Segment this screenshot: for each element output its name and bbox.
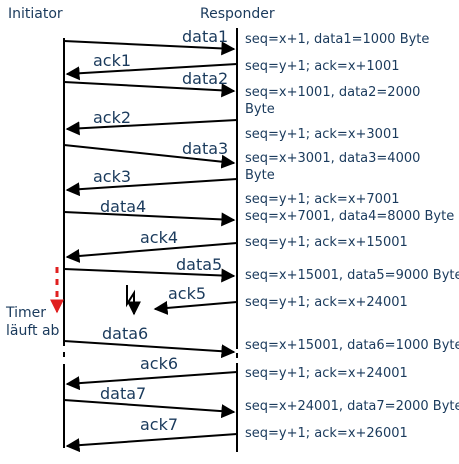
- label-data7: data7: [100, 384, 147, 403]
- arrow-ack1: [65, 63, 238, 81]
- label-ack6: ack6: [140, 354, 179, 373]
- note-data3: seq=x+3001, data3=4000: [245, 151, 421, 166]
- note-data5: seq=x+15001, data5=9000 Byte: [245, 268, 459, 283]
- timer-label-line2: läuft ab: [6, 323, 60, 339]
- arrow-data3: [63, 144, 236, 169]
- arrow-data2: [63, 81, 236, 98]
- label-ack1: ack1: [93, 51, 132, 70]
- arrow-data4: [63, 211, 236, 227]
- note-ack1: seq=y+1; ack=x+1001: [245, 59, 400, 74]
- note-ack6: seq=y+1; ack=x+24001: [245, 366, 408, 381]
- note-data7: seq=x+24001, data7=2000 Byte: [245, 399, 459, 414]
- note-ack2: seq=y+1; ack=x+3001: [245, 127, 400, 142]
- arrow-ack4: [65, 242, 238, 263]
- label-data2: data2: [182, 69, 229, 88]
- label-data4: data4: [100, 197, 147, 216]
- initiator-label: Initiator: [8, 6, 63, 22]
- label-ack7: ack7: [140, 415, 179, 434]
- responder-label: Responder: [200, 6, 275, 22]
- note-data2: seq=x+1001, data2=2000: [245, 85, 421, 100]
- arrow-ack3: [65, 178, 238, 197]
- label-data6: data6: [102, 324, 149, 343]
- note-data4: seq=x+7001, data4=8000 Byte: [245, 209, 455, 224]
- arrow-data5: [63, 268, 236, 283]
- label-data5: data5: [176, 255, 223, 274]
- label-ack5: ack5: [168, 284, 207, 303]
- arrow-data7: [63, 399, 236, 419]
- arrow-ack7: [65, 433, 238, 453]
- note-data1: seq=x+1, data1=1000 Byte: [245, 32, 430, 47]
- arrow-ack5: [153, 300, 238, 315]
- arrow-ack2: [65, 119, 238, 136]
- timer-label-line1: Timer: [6, 305, 47, 321]
- label-data3: data3: [182, 139, 229, 158]
- note-ack7: seq=y+1; ack=x+26001: [245, 426, 408, 441]
- label-ack4: ack4: [140, 228, 179, 247]
- lost-packet-lightning: [126, 285, 141, 316]
- note-ack3: seq=y+1; ack=x+7001: [245, 192, 400, 207]
- arrow-ack6: [65, 371, 238, 391]
- arrow-data6: [63, 340, 236, 359]
- note-data3-cont: Byte: [245, 168, 275, 183]
- note-data2-cont: Byte: [245, 102, 275, 117]
- note-ack4: seq=y+1; ack=x+15001: [245, 235, 408, 250]
- label-data1: data1: [182, 27, 229, 46]
- label-ack2: ack2: [93, 108, 132, 127]
- arrow-data1: [63, 40, 236, 56]
- note-data6: seq=x+15001, data6=1000 Byte: [245, 338, 459, 353]
- note-ack5: seq=y+1; ack=x+24001: [245, 295, 408, 310]
- label-ack3: ack3: [93, 167, 132, 186]
